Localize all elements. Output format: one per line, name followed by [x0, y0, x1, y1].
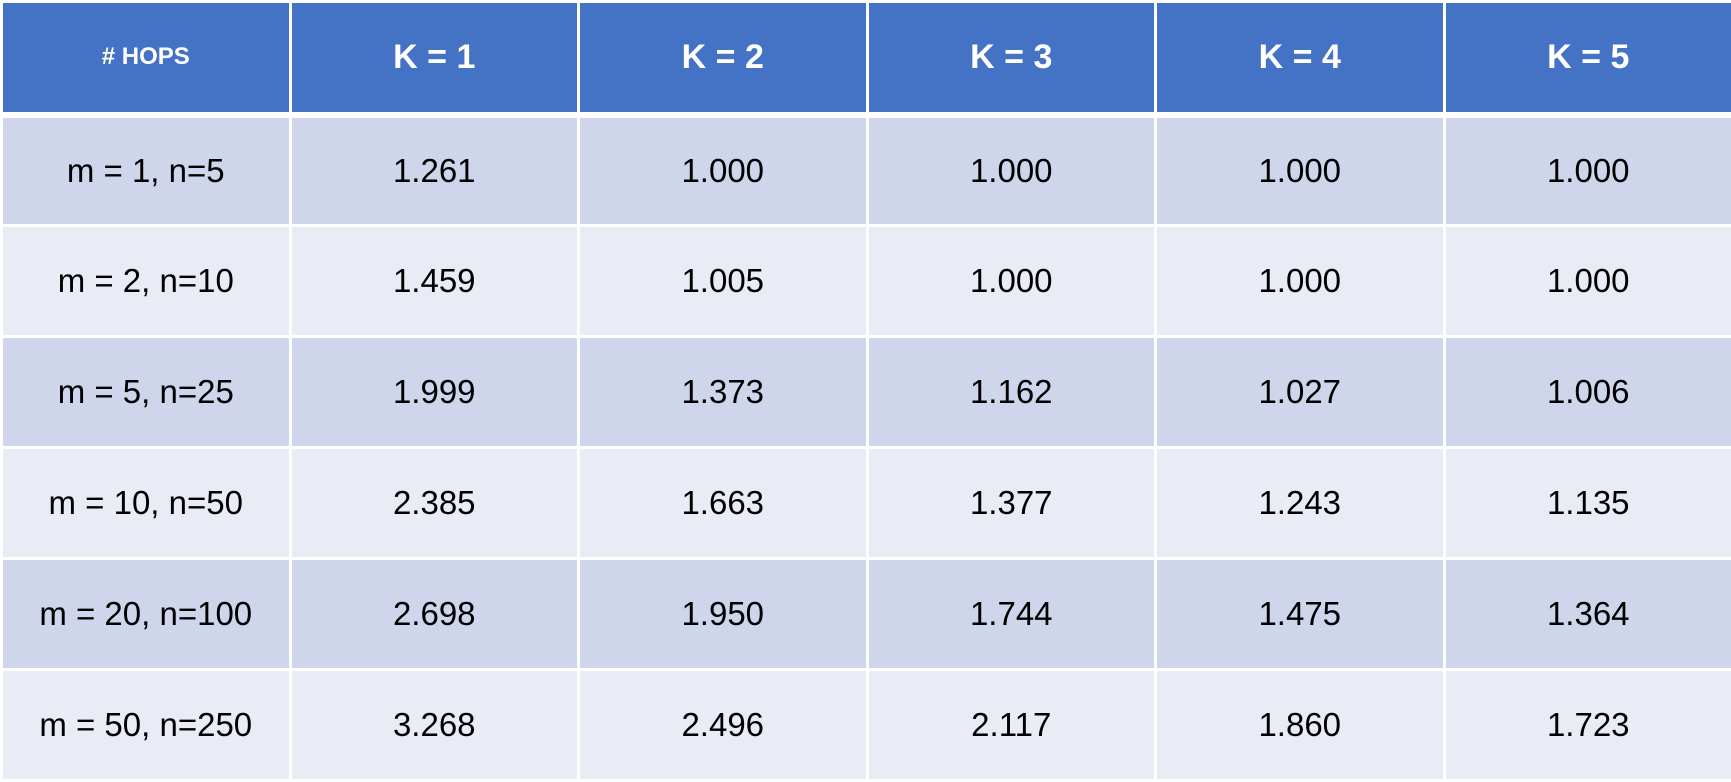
- table-row: m = 50, n=250 3.268 2.496 2.117 1.860 1.…: [2, 670, 1731, 781]
- row-label-cell: m = 10, n=50: [2, 448, 291, 559]
- value-cell: 1.999: [290, 337, 579, 448]
- row-label-cell: m = 1, n=5: [2, 115, 291, 226]
- row-label-cell: m = 5, n=25: [2, 337, 291, 448]
- value-cell: 1.000: [1156, 115, 1445, 226]
- value-cell: 1.663: [579, 448, 868, 559]
- value-cell: 1.005: [579, 226, 868, 337]
- table-row: m = 1, n=5 1.261 1.000 1.000 1.000 1.000: [2, 115, 1731, 226]
- value-cell: 1.475: [1156, 559, 1445, 670]
- value-cell: 1.027: [1156, 337, 1445, 448]
- row-label-cell: m = 50, n=250: [2, 670, 291, 781]
- row-label-cell: m = 20, n=100: [2, 559, 291, 670]
- value-cell: 1.162: [867, 337, 1156, 448]
- value-cell: 1.000: [579, 115, 868, 226]
- table-row: m = 5, n=25 1.999 1.373 1.162 1.027 1.00…: [2, 337, 1731, 448]
- value-cell: 1.006: [1444, 337, 1731, 448]
- value-cell: 1.364: [1444, 559, 1731, 670]
- value-cell: 2.385: [290, 448, 579, 559]
- header-cell-k5: K = 5: [1444, 2, 1731, 115]
- value-cell: 1.261: [290, 115, 579, 226]
- value-cell: 1.744: [867, 559, 1156, 670]
- value-cell: 2.117: [867, 670, 1156, 781]
- value-cell: 1.000: [1156, 226, 1445, 337]
- header-cell-k1: K = 1: [290, 2, 579, 115]
- value-cell: 1.860: [1156, 670, 1445, 781]
- value-cell: 1.243: [1156, 448, 1445, 559]
- value-cell: 1.377: [867, 448, 1156, 559]
- header-cell-k3: K = 3: [867, 2, 1156, 115]
- value-cell: 1.373: [579, 337, 868, 448]
- value-cell: 1.135: [1444, 448, 1731, 559]
- value-cell: 1.000: [1444, 115, 1731, 226]
- value-cell: 1.000: [867, 226, 1156, 337]
- value-cell: 2.496: [579, 670, 868, 781]
- table-row: m = 10, n=50 2.385 1.663 1.377 1.243 1.1…: [2, 448, 1731, 559]
- header-cell-hops: # HOPS: [2, 2, 291, 115]
- value-cell: 1.723: [1444, 670, 1731, 781]
- header-row: # HOPS K = 1 K = 2 K = 3 K = 4 K = 5: [2, 2, 1731, 115]
- value-cell: 1.000: [867, 115, 1156, 226]
- header-cell-k2: K = 2: [579, 2, 868, 115]
- table-row: m = 20, n=100 2.698 1.950 1.744 1.475 1.…: [2, 559, 1731, 670]
- header-cell-k4: K = 4: [1156, 2, 1445, 115]
- value-cell: 1.950: [579, 559, 868, 670]
- table-row: m = 2, n=10 1.459 1.005 1.000 1.000 1.00…: [2, 226, 1731, 337]
- value-cell: 1.459: [290, 226, 579, 337]
- value-cell: 1.000: [1444, 226, 1731, 337]
- value-cell: 2.698: [290, 559, 579, 670]
- value-cell: 3.268: [290, 670, 579, 781]
- row-label-cell: m = 2, n=10: [2, 226, 291, 337]
